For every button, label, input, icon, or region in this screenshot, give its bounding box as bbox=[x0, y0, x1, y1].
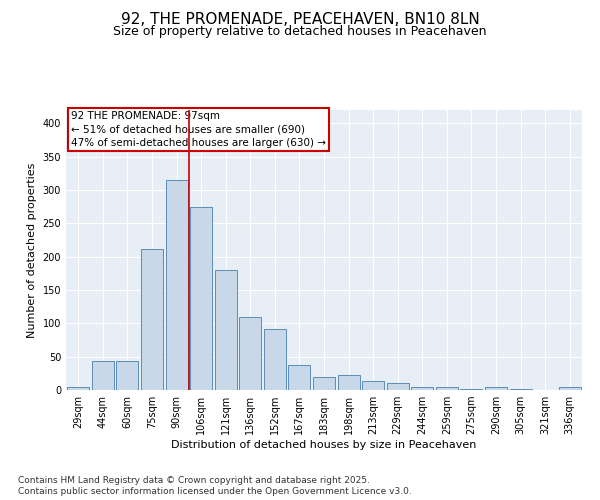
Bar bbox=[141, 248, 163, 390]
Bar bbox=[460, 388, 482, 390]
Text: 92, THE PROMENADE, PEACEHAVEN, BN10 8LN: 92, THE PROMENADE, PEACEHAVEN, BN10 8LN bbox=[121, 12, 479, 28]
Bar bbox=[264, 328, 286, 390]
Bar bbox=[239, 316, 262, 390]
Bar bbox=[338, 376, 359, 390]
Text: 92 THE PROMENADE: 97sqm
← 51% of detached houses are smaller (690)
47% of semi-d: 92 THE PROMENADE: 97sqm ← 51% of detache… bbox=[71, 112, 326, 148]
Bar bbox=[411, 388, 433, 390]
Bar bbox=[362, 382, 384, 390]
Bar bbox=[92, 360, 114, 390]
Text: Size of property relative to detached houses in Peacehaven: Size of property relative to detached ho… bbox=[113, 25, 487, 38]
Bar bbox=[289, 364, 310, 390]
Bar bbox=[116, 360, 139, 390]
Bar bbox=[559, 388, 581, 390]
Bar bbox=[166, 180, 188, 390]
Bar bbox=[190, 206, 212, 390]
Text: Contains public sector information licensed under the Open Government Licence v3: Contains public sector information licen… bbox=[18, 488, 412, 496]
Bar bbox=[386, 384, 409, 390]
Bar bbox=[436, 386, 458, 390]
X-axis label: Distribution of detached houses by size in Peacehaven: Distribution of detached houses by size … bbox=[172, 440, 476, 450]
Bar bbox=[485, 388, 507, 390]
Bar bbox=[215, 270, 237, 390]
Text: Contains HM Land Registry data © Crown copyright and database right 2025.: Contains HM Land Registry data © Crown c… bbox=[18, 476, 370, 485]
Y-axis label: Number of detached properties: Number of detached properties bbox=[27, 162, 37, 338]
Bar bbox=[313, 376, 335, 390]
Bar bbox=[67, 386, 89, 390]
